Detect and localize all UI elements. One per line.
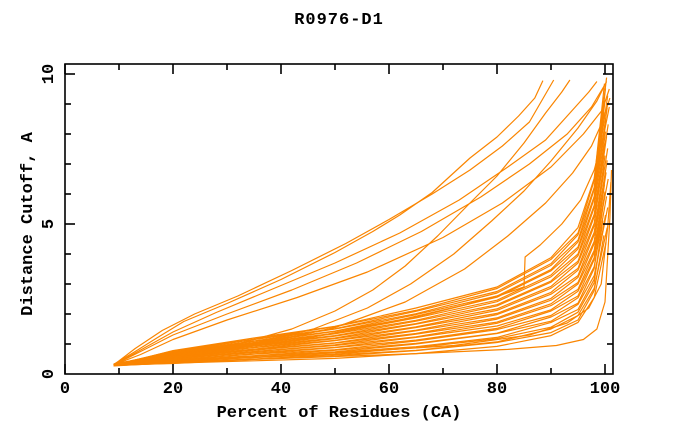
y-tick-label: 0 — [40, 369, 59, 379]
x-tick-label: 40 — [271, 380, 291, 399]
y-tick-label: 10 — [40, 64, 59, 84]
model-curve-model-23 — [113, 172, 607, 365]
plot-frame — [64, 63, 614, 375]
model-curve-model-04 — [113, 84, 606, 366]
model-curve-model-05 — [113, 88, 610, 366]
y-axis-title: Distance Cutoff, A — [19, 132, 38, 316]
x-axis-title: Percent of Residues (CA) — [216, 404, 462, 423]
model-curve-model-01 — [113, 80, 544, 365]
model-curve-model-38 — [113, 83, 606, 366]
plot-title: R0976-D1 — [294, 11, 384, 30]
model-curve-model-36 — [113, 95, 609, 366]
x-tick-label: 100 — [590, 380, 621, 399]
y-tick-label: 5 — [40, 219, 59, 229]
x-tick-label: 0 — [60, 380, 70, 399]
model-curve-model-39 — [113, 77, 608, 367]
model-curve-model-31 — [113, 124, 609, 366]
model-curve-model-14 — [113, 227, 608, 367]
model-curves — [113, 77, 613, 367]
model-curve-model-28 — [113, 143, 606, 365]
model-curve-model-20 — [113, 191, 606, 365]
model-curve-model-33 — [113, 112, 605, 366]
model-curve-model-18 — [113, 203, 604, 366]
model-curve-model-03 — [113, 81, 598, 366]
model-curve-model-02 — [113, 79, 555, 366]
x-tick-label: 60 — [379, 380, 399, 399]
x-tick-label: 80 — [487, 380, 507, 399]
x-tick-label: 20 — [163, 380, 183, 399]
